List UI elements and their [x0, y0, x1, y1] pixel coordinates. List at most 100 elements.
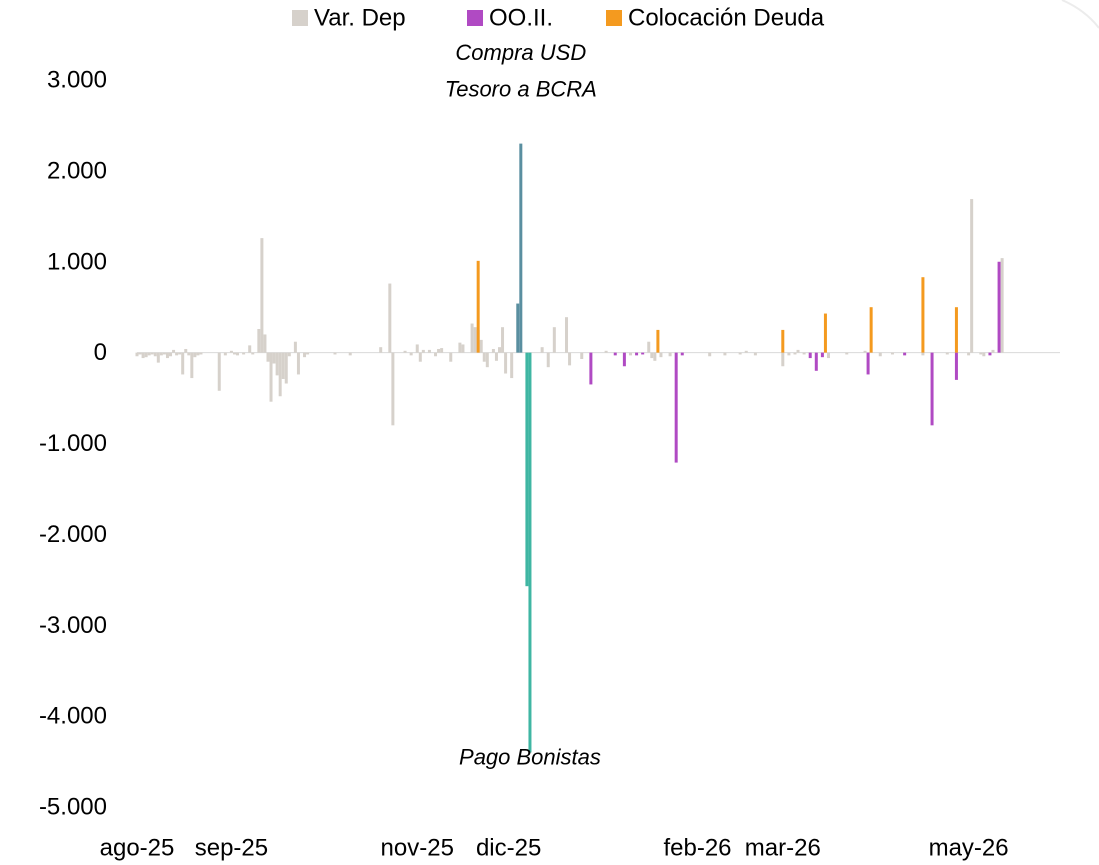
bar	[668, 352, 672, 357]
bar	[284, 352, 288, 384]
bar	[251, 352, 255, 355]
bar	[388, 283, 392, 353]
y-tick-label: 0	[94, 339, 107, 366]
bar	[287, 352, 291, 357]
bar	[510, 352, 514, 379]
bar	[845, 352, 849, 355]
bar	[525, 352, 529, 587]
bar	[997, 261, 1001, 353]
bar	[257, 329, 261, 353]
bar	[232, 352, 236, 355]
series-0	[135, 199, 1004, 426]
bar	[281, 352, 285, 379]
bar	[248, 345, 252, 353]
bar	[814, 352, 818, 371]
bar	[787, 352, 791, 356]
bar	[498, 347, 501, 353]
bar	[565, 317, 569, 353]
y-tick-label: -4.000	[39, 703, 107, 730]
legend-swatch	[606, 10, 622, 26]
bar	[613, 352, 617, 356]
bar	[266, 352, 270, 362]
bar	[753, 352, 757, 356]
bar	[293, 341, 297, 353]
annotation-label: Pago Bonistas	[459, 745, 601, 770]
x-axis: ago-25 sep-25 nov-25 dic-25 feb-26 mar-26 may-…	[100, 835, 1009, 862]
bar	[135, 352, 139, 357]
bar	[162, 352, 166, 355]
bar	[482, 352, 486, 362]
bar	[153, 352, 157, 357]
bar	[659, 352, 663, 358]
bar	[954, 307, 958, 353]
bar	[589, 352, 593, 385]
bar	[988, 352, 992, 356]
bar	[434, 352, 438, 357]
bar	[546, 352, 550, 368]
bar	[967, 352, 971, 356]
bar	[379, 347, 383, 353]
bar	[970, 199, 974, 353]
bar	[580, 352, 584, 359]
bar	[622, 352, 626, 367]
y-tick-label: 3.000	[47, 67, 107, 94]
bar	[723, 352, 727, 356]
bar	[921, 352, 925, 356]
bar	[418, 352, 422, 362]
bar	[181, 352, 185, 375]
bar	[223, 352, 227, 356]
x-tick-label: may-26	[929, 835, 1009, 862]
bar	[641, 352, 645, 355]
bar	[516, 303, 520, 353]
bar	[604, 350, 608, 353]
bar	[391, 352, 395, 426]
bar	[680, 352, 684, 356]
bar	[1000, 258, 1004, 353]
bar	[979, 352, 983, 355]
bar	[491, 348, 495, 353]
bar	[476, 260, 480, 353]
bar	[196, 352, 200, 356]
bar	[260, 238, 264, 353]
series-1	[589, 261, 1001, 463]
bar	[820, 352, 824, 358]
y-tick-label: -3.000	[39, 612, 107, 639]
bar	[461, 344, 465, 353]
bar	[869, 307, 873, 353]
series-4	[525, 352, 532, 753]
bar	[141, 352, 145, 359]
bar	[674, 352, 678, 463]
bar	[303, 352, 307, 358]
bar	[159, 352, 163, 356]
bar	[890, 352, 894, 355]
y-tick-label: -5.000	[39, 794, 107, 821]
bar	[169, 352, 173, 357]
x-tick-label: feb-26	[663, 835, 731, 862]
bar	[184, 348, 188, 353]
bar	[945, 352, 949, 355]
bar	[781, 352, 785, 367]
y-tick-label: -2.000	[39, 521, 107, 548]
bar	[187, 352, 191, 356]
bar	[528, 352, 532, 753]
bar	[826, 352, 830, 359]
bar	[193, 352, 197, 358]
bar	[930, 352, 934, 426]
bar	[150, 352, 154, 355]
bar	[921, 277, 925, 353]
bar	[863, 350, 867, 353]
bar	[781, 329, 785, 353]
bar	[229, 350, 233, 353]
bar	[175, 352, 179, 356]
bar	[501, 327, 505, 353]
legend-label: Var. Dep	[314, 5, 406, 32]
bar	[138, 352, 142, 355]
y-tick-label: 1.000	[47, 248, 107, 275]
legend: Var. Dep OO.II. Colocación Deuda	[292, 5, 825, 32]
bar	[568, 352, 572, 366]
bar	[982, 352, 986, 357]
bar	[275, 352, 279, 376]
bar	[473, 327, 477, 353]
bar	[409, 352, 413, 356]
